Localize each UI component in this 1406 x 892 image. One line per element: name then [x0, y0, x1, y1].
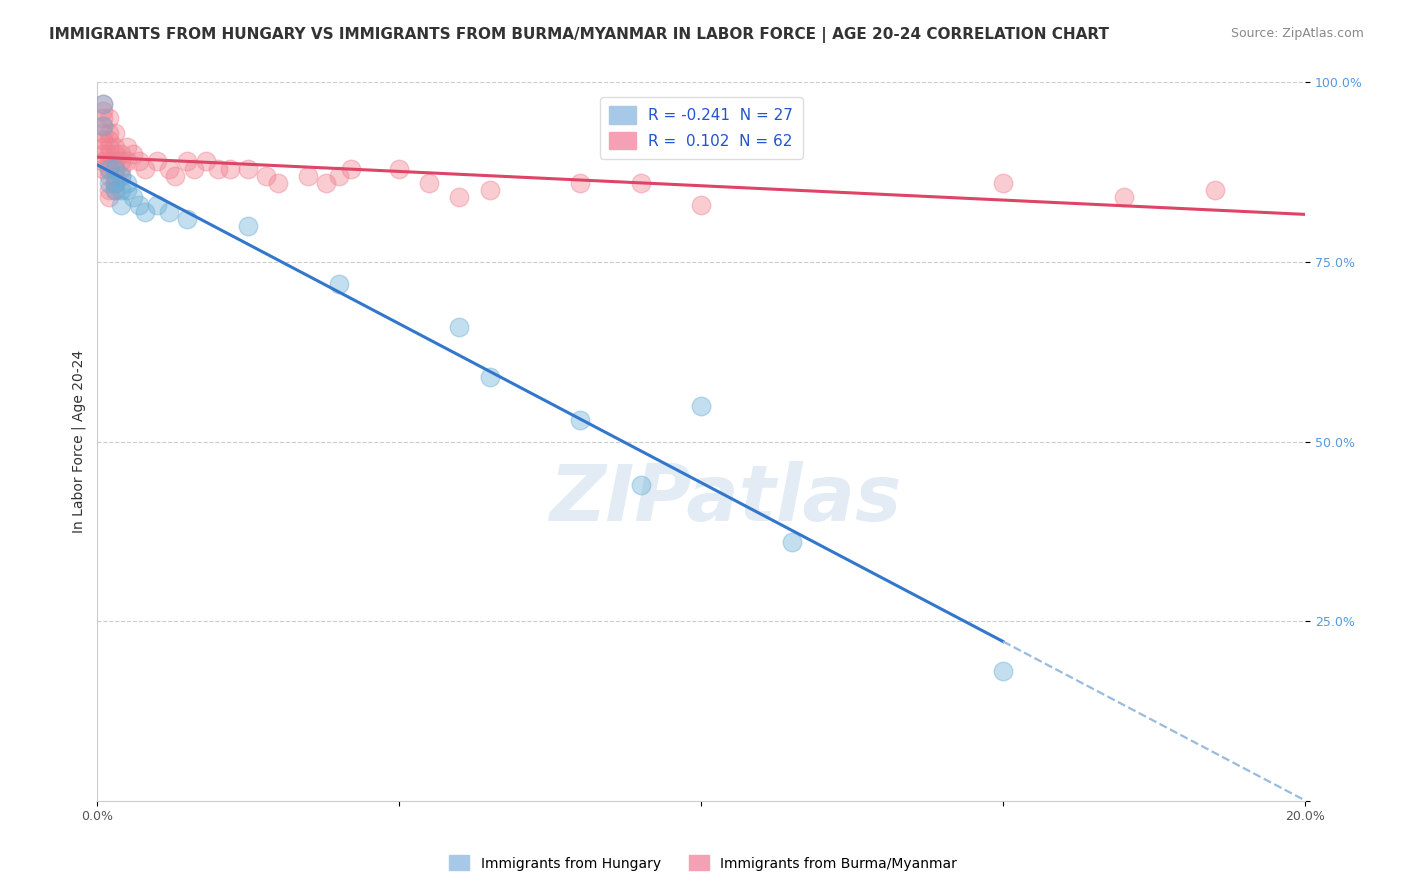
Point [91, 161, 114, 176]
Text: IMMIGRANTS FROM HUNGARY VS IMMIGRANTS FROM BURMA/MYANMAR IN LABOR FORCE | AGE 20: IMMIGRANTS FROM HUNGARY VS IMMIGRANTS FR… [49, 27, 1109, 43]
Point [97, 161, 120, 176]
Legend: Immigrants from Hungary, Immigrants from Burma/Myanmar: Immigrants from Hungary, Immigrants from… [443, 850, 963, 876]
Point [267, 176, 290, 190]
Point [91, 147, 114, 161]
Point [97, 140, 120, 154]
Point [157, 204, 180, 219]
Point [104, 176, 127, 190]
Point [328, 169, 350, 183]
Point [165, 169, 187, 183]
Point [91, 140, 114, 154]
Point [110, 197, 132, 211]
Point [690, 399, 713, 413]
Point [1112, 190, 1135, 204]
Point [569, 413, 592, 427]
Point [91, 133, 114, 147]
Point [110, 169, 132, 183]
Point [91, 97, 114, 112]
Point [315, 176, 337, 190]
Point [339, 161, 361, 176]
Text: Source: ZipAtlas.com: Source: ZipAtlas.com [1230, 27, 1364, 40]
Point [97, 126, 120, 140]
Point [91, 154, 114, 169]
Point [128, 154, 150, 169]
Point [128, 197, 150, 211]
Point [478, 183, 501, 197]
Point [91, 97, 114, 112]
Point [236, 161, 259, 176]
Point [236, 219, 259, 233]
Point [176, 211, 198, 226]
Point [122, 147, 145, 161]
Point [97, 190, 120, 204]
Point [104, 161, 127, 176]
Point [1204, 183, 1226, 197]
Point [91, 104, 114, 119]
Point [104, 147, 127, 161]
Point [104, 161, 127, 176]
Point [254, 169, 277, 183]
Text: ZIPatlas: ZIPatlas [550, 461, 901, 537]
Point [146, 197, 169, 211]
Point [104, 183, 127, 197]
Point [97, 112, 120, 126]
Point [418, 176, 440, 190]
Point [115, 183, 138, 197]
Point [478, 370, 501, 384]
Point [110, 183, 132, 197]
Point [134, 161, 156, 176]
Point [104, 176, 127, 190]
Point [630, 477, 652, 491]
Point [110, 154, 132, 169]
Point [122, 190, 145, 204]
Point [104, 183, 127, 197]
Point [690, 197, 713, 211]
Point [218, 161, 240, 176]
Point [91, 119, 114, 133]
Point [449, 190, 471, 204]
Point [328, 277, 350, 291]
Point [207, 161, 229, 176]
Point [91, 119, 114, 133]
Point [569, 176, 592, 190]
Point [388, 161, 411, 176]
Point [91, 126, 114, 140]
Point [449, 319, 471, 334]
Point [97, 161, 120, 176]
Point [115, 154, 138, 169]
Point [91, 112, 114, 126]
Point [104, 169, 127, 183]
Point [183, 161, 205, 176]
Point [110, 169, 132, 183]
Point [104, 140, 127, 154]
Point [97, 133, 120, 147]
Point [97, 183, 120, 197]
Point [115, 140, 138, 154]
Point [630, 176, 652, 190]
Point [97, 176, 120, 190]
Point [134, 204, 156, 219]
Y-axis label: In Labor Force | Age 20-24: In Labor Force | Age 20-24 [72, 350, 86, 533]
Point [146, 154, 169, 169]
Point [104, 154, 127, 169]
Point [780, 535, 803, 549]
Point [97, 154, 120, 169]
Point [110, 147, 132, 161]
Point [194, 154, 217, 169]
Point [176, 154, 198, 169]
Point [97, 169, 120, 183]
Point [297, 169, 319, 183]
Point [157, 161, 180, 176]
Legend: R = -0.241  N = 27, R =  0.102  N = 62: R = -0.241 N = 27, R = 0.102 N = 62 [599, 97, 803, 159]
Point [991, 176, 1014, 190]
Point [97, 147, 120, 161]
Point [104, 126, 127, 140]
Point [991, 665, 1014, 679]
Point [110, 161, 132, 176]
Point [115, 176, 138, 190]
